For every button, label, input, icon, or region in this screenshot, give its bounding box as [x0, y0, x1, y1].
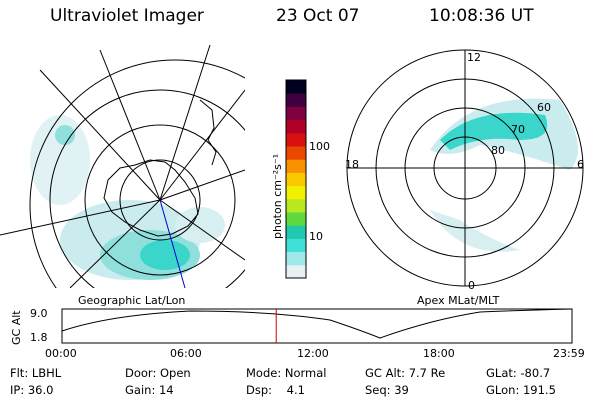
altitude-curve	[61, 308, 573, 339]
mlt-label-18: 18	[345, 158, 359, 171]
colorbar-tick-10: 10	[309, 230, 323, 243]
colorbar-segment	[286, 172, 306, 187]
colorbar-segment	[286, 93, 306, 107]
colorbar-segment	[286, 198, 306, 213]
colorbar-segment	[286, 225, 306, 239]
colorbar-segment	[286, 264, 306, 279]
observation-date: 23 Oct 07	[276, 6, 360, 26]
apex-map-caption: Apex MLat/MLT	[417, 294, 500, 307]
colorbar-segment	[286, 238, 306, 253]
altitude-xtick-4: 23:59	[553, 347, 585, 360]
altitude-ytick-low: 1.8	[30, 331, 48, 344]
colorbar-segment	[286, 80, 306, 94]
colorbar-segment	[286, 251, 306, 266]
mlt-label-0: 0	[468, 279, 475, 292]
glat-info: GLat: -80.7	[486, 366, 551, 380]
colorbar-unit-label: photon cm⁻²s⁻¹	[271, 154, 284, 239]
apex-polar-map-emission	[430, 98, 578, 252]
colorbar-frame	[285, 79, 307, 279]
mlat-label-60: 60	[537, 101, 551, 114]
geographic-map-caption: Geographic Lat/Lon	[78, 294, 185, 307]
instrument-title: Ultraviolet Imager	[50, 6, 204, 26]
colorbar-segment	[286, 146, 306, 160]
mlt-label-12: 12	[467, 51, 481, 64]
altitude-ylabel: GC Alt	[10, 310, 23, 345]
gc-alt-info: GC Alt: 7.7 Re	[365, 366, 446, 380]
glon-info: GLon: 191.5	[486, 383, 556, 397]
ip-info: IP: 36.0	[10, 383, 54, 397]
dsp-info: Dsp: 4.1	[246, 383, 305, 397]
altitude-xtick-3: 18:00	[423, 347, 455, 360]
colorbar-segment	[286, 119, 306, 134]
mlat-label-80: 80	[491, 144, 505, 157]
observation-time: 10:08:36 UT	[429, 6, 534, 26]
aurora-emission-left	[30, 115, 225, 280]
sunlit-meridian	[159, 199, 186, 288]
colorbar	[285, 79, 307, 279]
filter-info: Flt: LBHL	[10, 366, 62, 380]
altitude-xtick-1: 06:00	[170, 347, 202, 360]
gain-info: Gain: 14	[125, 383, 174, 397]
geographic-map-plot	[0, 44, 245, 288]
altitude-plot: 9.0 1.8 GC Alt 00:00 06:00 12:00 18:00 2…	[10, 307, 585, 360]
mode-info: Mode: Normal	[246, 366, 327, 380]
altitude-xtick-2: 12:00	[297, 347, 329, 360]
apex-polar-grid	[346, 49, 584, 287]
altitude-xtick-0: 00:00	[45, 347, 77, 360]
colorbar-segment	[286, 132, 306, 147]
colorbar-segment	[286, 159, 306, 173]
seq-info: Seq: 39	[365, 383, 409, 397]
colorbar-tick-100: 100	[309, 140, 330, 153]
mlat-label-70: 70	[511, 123, 525, 136]
door-info: Door: Open	[125, 366, 191, 380]
altitude-ytick-high: 9.0	[30, 307, 48, 320]
colorbar-segment	[286, 212, 306, 226]
mlt-label-6: 6	[577, 158, 584, 171]
colorbar-segment	[286, 106, 306, 121]
colorbar-segment	[286, 185, 306, 200]
